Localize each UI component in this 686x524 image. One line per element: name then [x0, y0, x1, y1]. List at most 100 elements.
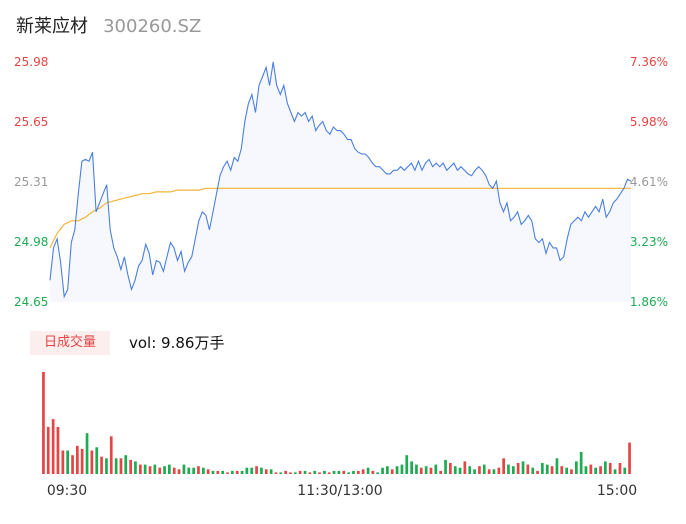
- volume-bar: [279, 472, 283, 474]
- volume-bar: [269, 469, 273, 474]
- volume-bar: [541, 463, 544, 474]
- average-line-path: [49, 187, 631, 249]
- volume-bar: [56, 426, 60, 474]
- volume-bar: [206, 469, 210, 474]
- volume-bar: [148, 466, 152, 474]
- volume-bar: [381, 467, 384, 474]
- volume-bar: [129, 459, 132, 474]
- volume-bar: [589, 464, 593, 474]
- volume-bar: [182, 464, 186, 474]
- volume-bar: [192, 467, 195, 474]
- volume-bar: [439, 470, 442, 474]
- y-tick-right: 5.98%: [630, 115, 668, 129]
- volume-bar: [608, 463, 612, 474]
- volume-bar: [482, 464, 486, 474]
- volume-bar: [114, 458, 118, 474]
- price-area: [50, 62, 631, 302]
- volume-bar: [250, 467, 254, 474]
- volume-bar: [289, 472, 292, 474]
- volume-bar: [332, 470, 336, 474]
- y-tick-left: 25.31: [14, 175, 48, 189]
- volume-bar: [61, 450, 65, 474]
- volume-bar: [584, 466, 588, 474]
- volume-bar: [434, 464, 438, 474]
- volume-bar: [623, 467, 627, 474]
- volume-bar: [177, 469, 181, 474]
- volume-bar: [410, 461, 413, 474]
- volume-bar: [521, 461, 525, 474]
- volume-bar: [531, 467, 535, 474]
- volume-bar: [599, 466, 602, 474]
- volume-bar: [260, 467, 263, 474]
- volume-bar: [51, 419, 55, 474]
- volume-bars: [42, 372, 631, 474]
- volume-bar: [313, 470, 317, 474]
- volume-bar: [545, 464, 549, 474]
- y-tick-right: 4.61%: [630, 175, 668, 189]
- volume-bar: [415, 464, 418, 474]
- volume-bar: [395, 466, 399, 474]
- price-line: [49, 61, 632, 299]
- volume-bar: [231, 470, 234, 474]
- volume-bar: [570, 469, 573, 474]
- volume-bar: [492, 469, 496, 474]
- volume-bar: [357, 470, 360, 474]
- volume-bar: [536, 470, 539, 474]
- y-tick-left: 25.98: [14, 55, 48, 69]
- volume-bar: [512, 466, 515, 474]
- volume-bar: [226, 472, 229, 474]
- volume-bar: [449, 463, 452, 474]
- volume-bar: [453, 466, 457, 474]
- volume-bar: [221, 470, 224, 474]
- time-tick: 11:30/13:00: [297, 483, 382, 499]
- time-tick: 09:30: [47, 483, 87, 499]
- volume-bar: [139, 464, 142, 474]
- volume-bar: [468, 466, 472, 474]
- volume-bar: [298, 470, 302, 474]
- volume-bar: [294, 472, 297, 474]
- volume-bar: [478, 466, 481, 474]
- volume-bar: [274, 472, 278, 474]
- volume-bar: [429, 467, 433, 474]
- volume-bar: [90, 450, 94, 474]
- volume-bar: [594, 467, 597, 474]
- volume-bar: [400, 464, 404, 474]
- stock-name: 新莱应材: [16, 16, 88, 37]
- volume-bar: [386, 466, 389, 474]
- y-tick-left: 25.65: [14, 115, 48, 129]
- volume-bar: [308, 472, 312, 474]
- volume-bar: [618, 463, 622, 474]
- volume-bar: [419, 467, 423, 474]
- volume-bar: [502, 458, 505, 474]
- volume-bar: [240, 470, 244, 474]
- volume-bar: [42, 372, 45, 474]
- volume-badge[interactable]: 日成交量: [30, 331, 110, 355]
- volume-bar: [424, 466, 428, 474]
- volume-bar: [71, 455, 74, 474]
- volume-bar: [473, 469, 476, 474]
- volume-bar: [361, 469, 365, 474]
- volume-bar: [168, 464, 171, 474]
- volume-bar: [613, 469, 617, 474]
- volume-bar: [95, 447, 99, 474]
- volume-bar: [371, 470, 375, 474]
- volume-bar: [245, 467, 249, 474]
- price-line-path: [49, 61, 632, 299]
- volume-bar: [604, 461, 607, 474]
- volume-bar: [124, 455, 128, 474]
- volume-bar: [390, 469, 394, 474]
- average-price-line: [49, 187, 631, 249]
- stock-code: 300260.SZ: [103, 16, 202, 37]
- volume-bar: [119, 458, 123, 474]
- y-tick-right: 1.86%: [630, 295, 668, 309]
- stock-header: 新莱应材 300260.SZ: [16, 12, 201, 40]
- volume-bar: [143, 464, 147, 474]
- volume-bar: [565, 467, 568, 474]
- y-tick-left: 24.65: [14, 295, 48, 309]
- volume-bar: [323, 470, 326, 474]
- time-tick: 15:00: [597, 483, 637, 499]
- volume-bar: [163, 466, 166, 474]
- volume-bar: [497, 467, 501, 474]
- volume-bar: [187, 467, 191, 474]
- volume-bar: [560, 466, 564, 474]
